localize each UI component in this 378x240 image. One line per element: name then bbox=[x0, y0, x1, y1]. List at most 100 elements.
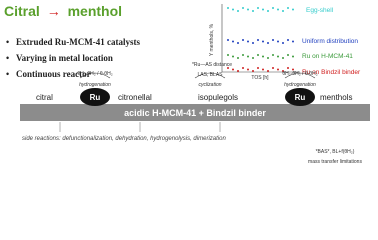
dot bbox=[277, 68, 279, 71]
dot bbox=[292, 68, 294, 71]
support-slab bbox=[20, 104, 370, 121]
legend-entry: Uniform distribution bbox=[302, 38, 358, 45]
dot bbox=[267, 42, 269, 44]
dot bbox=[247, 68, 249, 71]
dot bbox=[242, 39, 244, 41]
ru-particle bbox=[285, 88, 315, 106]
dot bbox=[287, 39, 289, 41]
step: cyclization bbox=[198, 82, 221, 88]
dot bbox=[257, 67, 259, 69]
note: *BAS*, BL+f(θH₂) bbox=[316, 149, 355, 155]
dot bbox=[247, 40, 249, 43]
species: isopulegols bbox=[198, 93, 238, 102]
dot bbox=[262, 40, 264, 43]
dot bbox=[257, 7, 259, 9]
dot bbox=[227, 7, 229, 9]
dot bbox=[282, 10, 284, 12]
bullets: • Extruded Ru-MCM-41 catalysts • Varying i… bbox=[6, 37, 140, 79]
dot bbox=[287, 54, 289, 56]
bullet-text: Varying in metal location bbox=[16, 53, 113, 63]
dot bbox=[247, 55, 249, 58]
legend-entry: Ru on H-MCM-41 bbox=[302, 53, 353, 60]
x-label: TOS [h] bbox=[251, 75, 269, 81]
title-arrow: → bbox=[47, 3, 61, 19]
side-reactions: side reactions: defunctionalization, deh… bbox=[22, 136, 226, 142]
dot bbox=[272, 67, 274, 69]
dot bbox=[262, 68, 264, 71]
dot bbox=[292, 55, 294, 58]
dot bbox=[227, 54, 229, 56]
dot bbox=[267, 10, 269, 12]
dot bbox=[282, 57, 284, 59]
rate: θH₂·θH₂ / θ·θH₂ bbox=[77, 71, 112, 77]
dot bbox=[277, 40, 279, 43]
bullet: • bbox=[6, 69, 9, 79]
dot bbox=[232, 55, 234, 58]
dot bbox=[262, 8, 264, 11]
dot bbox=[242, 54, 244, 56]
dot bbox=[262, 55, 264, 58]
arrow bbox=[79, 72, 111, 79]
dot bbox=[232, 8, 234, 11]
title-start: Citral bbox=[4, 3, 40, 19]
note: mass transfer limitations bbox=[308, 159, 362, 165]
dot bbox=[272, 39, 274, 41]
species: menthols bbox=[320, 93, 352, 102]
dot bbox=[282, 42, 284, 44]
bullet-text: Extruded Ru-MCM-41 catalysts bbox=[16, 37, 140, 47]
step: hydrogenation bbox=[284, 82, 316, 88]
arrow bbox=[194, 72, 226, 79]
title: Citral → menthol bbox=[4, 3, 122, 19]
step-note: LAS, BLAS bbox=[197, 72, 223, 78]
ru-label: Ru bbox=[90, 93, 101, 102]
dot bbox=[232, 40, 234, 43]
dot bbox=[282, 70, 284, 72]
mini-chart: Y menthols, % TOS [h] Egg-shell Uniform … bbox=[209, 4, 361, 81]
graphical-abstract: Citral → menthol • Extruded Ru-MCM-41 cat… bbox=[0, 0, 378, 174]
species: citronellal bbox=[118, 93, 152, 102]
bullet: • bbox=[6, 53, 9, 63]
rate: θH₂·θH₂ / θ·θH₂ bbox=[282, 71, 317, 77]
dot bbox=[277, 55, 279, 58]
y-label: Y menthols, % bbox=[209, 23, 215, 56]
support-label: acidic H-MCM-41 + Bindzil binder bbox=[124, 108, 266, 118]
dot bbox=[242, 67, 244, 69]
dot bbox=[272, 54, 274, 56]
dot bbox=[237, 10, 239, 12]
dot bbox=[277, 8, 279, 11]
dot bbox=[267, 70, 269, 72]
ru-label: Ru bbox=[295, 93, 306, 102]
dot bbox=[247, 8, 249, 11]
scheme: acidic H-MCM-41 + Bindzil binder Ru Ru c… bbox=[20, 62, 370, 165]
arrow bbox=[284, 72, 316, 79]
step-note: *Ru—AS distance bbox=[192, 62, 232, 68]
dot bbox=[292, 8, 294, 11]
dot bbox=[227, 39, 229, 41]
dot bbox=[227, 67, 229, 69]
dot bbox=[232, 68, 234, 71]
dot bbox=[237, 57, 239, 59]
step: hydrogenation bbox=[79, 82, 111, 88]
dot bbox=[252, 57, 254, 59]
dot bbox=[257, 54, 259, 56]
dot bbox=[252, 70, 254, 72]
dot bbox=[252, 42, 254, 44]
dot bbox=[287, 7, 289, 9]
dot bbox=[292, 40, 294, 43]
dot bbox=[237, 42, 239, 44]
legend-entry: Ru on Bindzil binder bbox=[302, 69, 361, 76]
dot bbox=[237, 70, 239, 72]
bullet-text: Continuous reactor bbox=[16, 69, 91, 79]
background bbox=[0, 0, 378, 174]
dot bbox=[267, 57, 269, 59]
dots bbox=[227, 7, 294, 72]
bullet: • bbox=[6, 37, 9, 47]
dot bbox=[252, 10, 254, 12]
dot bbox=[272, 7, 274, 9]
dot bbox=[287, 67, 289, 69]
ru-particle bbox=[80, 88, 110, 106]
title-end: menthol bbox=[68, 3, 122, 19]
dot bbox=[242, 7, 244, 9]
dot bbox=[257, 39, 259, 41]
legend-entry: Egg-shell bbox=[306, 7, 334, 14]
